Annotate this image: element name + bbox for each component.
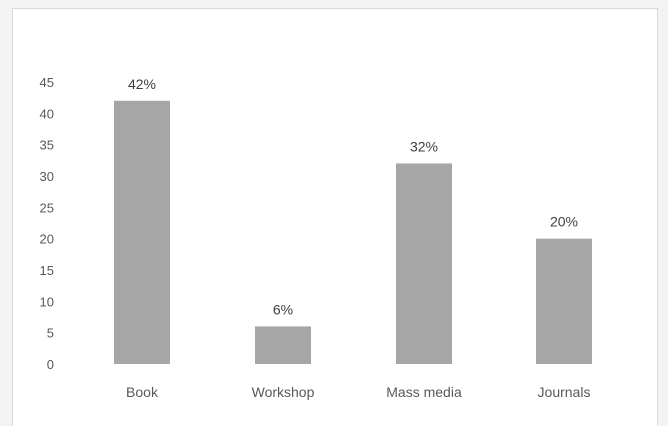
- bars: [114, 100, 592, 365]
- data-label: 20%: [550, 214, 578, 230]
- y-tick-label: 20: [40, 232, 54, 247]
- category-label: Journals: [538, 384, 591, 400]
- bar: [396, 163, 452, 364]
- y-tick-label: 10: [40, 294, 54, 309]
- category-label: Book: [126, 384, 159, 400]
- data-label: 6%: [273, 301, 293, 317]
- category-labels: Book Workshop Mass media Journals: [126, 384, 590, 400]
- category-label: Workshop: [252, 384, 315, 400]
- data-label: 32%: [410, 138, 438, 154]
- bar: [536, 238, 592, 364]
- y-tick-label: 30: [40, 169, 54, 184]
- y-tick-label: 0: [47, 357, 54, 372]
- y-tick-label: 25: [40, 200, 54, 215]
- y-tick-label: 5: [47, 326, 54, 341]
- bar: [114, 100, 170, 365]
- y-tick-label: 45: [40, 75, 54, 90]
- y-tick-label: 15: [40, 263, 54, 278]
- data-labels: 42% 6% 32% 20%: [128, 76, 578, 318]
- y-tick-label: 40: [40, 106, 54, 121]
- category-label: Mass media: [386, 384, 462, 400]
- data-label: 42%: [128, 76, 156, 92]
- y-tick-label: 35: [40, 138, 54, 153]
- bar: [255, 326, 311, 364]
- y-axis-ticks: 0 5 10 15 20 25 30 35 40 45: [40, 75, 54, 372]
